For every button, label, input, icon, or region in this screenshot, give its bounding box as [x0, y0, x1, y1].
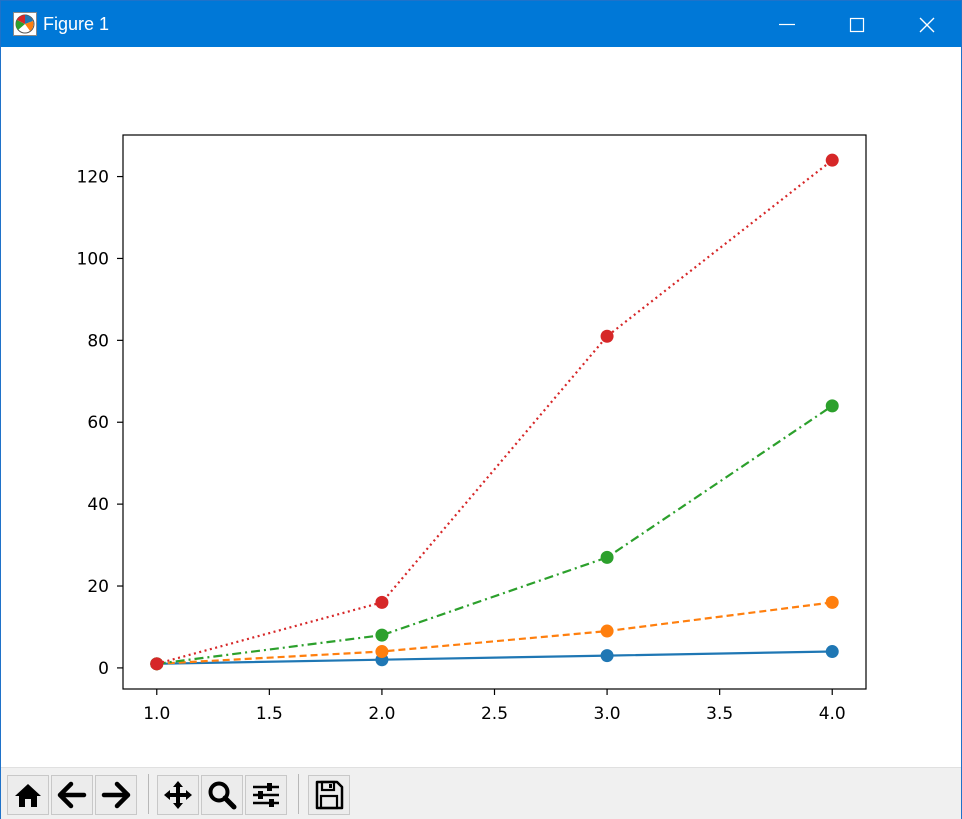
back-button[interactable] — [51, 775, 93, 815]
y-tick-label: 40 — [87, 495, 109, 515]
home-icon — [15, 784, 41, 807]
x-tick-label: 1.5 — [256, 704, 283, 724]
x-tick-label: 2.0 — [368, 704, 395, 724]
zoom-button[interactable] — [201, 775, 243, 815]
data-point — [150, 657, 164, 671]
navigation-toolbar — [1, 767, 961, 819]
pan-button[interactable] — [157, 775, 199, 815]
close-button[interactable] — [903, 1, 949, 47]
y-tick-label: 80 — [87, 331, 109, 351]
data-point — [600, 649, 614, 663]
x-tick-label: 3.5 — [706, 704, 733, 724]
series-line-3 — [156, 404, 833, 665]
save-button[interactable] — [308, 775, 350, 815]
toolbar-separator — [298, 774, 299, 814]
data-point — [825, 645, 839, 659]
maximize-icon — [849, 17, 865, 33]
forward-button[interactable] — [95, 775, 137, 815]
configure-subplots-button[interactable] — [245, 775, 287, 815]
y-tick-label: 20 — [87, 577, 109, 597]
title-bar[interactable]: Figure 1 — [1, 1, 961, 47]
move-icon — [164, 781, 192, 809]
minimize-button[interactable] — [763, 1, 809, 47]
x-tick-label: 2.5 — [481, 704, 508, 724]
x-tick-label: 4.0 — [819, 704, 846, 724]
data-point — [375, 645, 389, 659]
y-tick-label: 0 — [98, 659, 109, 679]
toolbar-separator — [148, 774, 149, 814]
y-tick-label: 100 — [77, 249, 109, 269]
y-tick-label: 60 — [87, 413, 109, 433]
data-point — [600, 329, 614, 343]
y-tick-label: 120 — [77, 168, 109, 188]
minimize-icon — [779, 23, 795, 26]
data-point — [375, 595, 389, 609]
magnifier-icon — [208, 781, 237, 810]
series-line-2 — [156, 601, 833, 665]
data-point — [600, 550, 614, 564]
data-point — [825, 153, 839, 167]
data-point — [600, 624, 614, 638]
series-line-4 — [156, 159, 833, 665]
x-tick-label: 3.0 — [594, 704, 621, 724]
data-point — [375, 628, 389, 642]
sliders-icon — [253, 783, 279, 807]
arrow-left-icon — [57, 781, 87, 809]
maximize-button[interactable] — [833, 1, 879, 47]
data-point — [825, 595, 839, 609]
data-point — [825, 399, 839, 413]
line-chart[interactable]: 1.0 1.5 2.0 2.5 3.0 3.5 4.0 0 20 40 60 80 100 120 — [1, 47, 961, 767]
window-title: Figure 1 — [43, 14, 110, 34]
matplotlib-app-icon — [13, 12, 37, 36]
home-button[interactable] — [7, 775, 49, 815]
floppy-disk-icon — [315, 780, 344, 810]
x-tick-label: 1.0 — [143, 704, 170, 724]
axes-frame — [122, 134, 867, 690]
series-line-1 — [156, 650, 833, 665]
figure-canvas[interactable]: 1.0 1.5 2.0 2.5 3.0 3.5 4.0 0 20 40 60 80 100 120 — [1, 47, 961, 767]
close-icon — [919, 17, 935, 33]
arrow-right-icon — [101, 781, 131, 809]
